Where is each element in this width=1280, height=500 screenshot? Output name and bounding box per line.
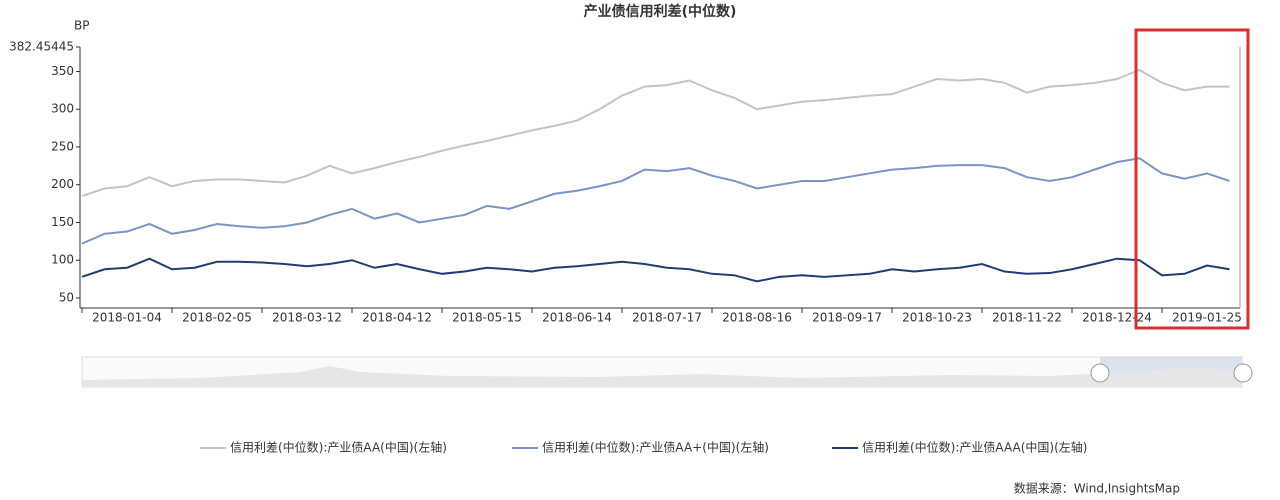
x-tick-label: 2018-04-12 <box>362 311 432 325</box>
data-zoom[interactable] <box>81 356 1253 388</box>
legend-label: 信用利差(中位数):产业债AA+(中国)(左轴) <box>542 440 769 455</box>
highlight-box <box>1134 28 1250 330</box>
zoom-handle[interactable] <box>1090 363 1110 383</box>
y-tick-label: 350 <box>51 64 74 78</box>
x-tick-label: 2018-09-17 <box>812 311 882 325</box>
x-tick-label: 2018-06-14 <box>542 311 612 325</box>
y-axis-label: BP <box>74 19 89 33</box>
legend-label: 信用利差(中位数):产业债AAA(中国)(左轴) <box>862 440 1087 455</box>
x-tick-label: 2019-01-25 <box>1172 311 1242 325</box>
zoom-handle[interactable] <box>1233 363 1253 383</box>
series-line <box>81 257 1230 283</box>
x-tick-label: 2018-08-16 <box>722 311 792 325</box>
x-tick-label: 2018-07-17 <box>632 311 702 325</box>
x-tick-label: 2018-02-05 <box>182 311 252 325</box>
series-line <box>81 68 1230 198</box>
y-tick-label: 382.45445 <box>9 40 74 54</box>
legend: 信用利差(中位数):产业债AA(中国)(左轴) 信用利差(中位数):产业债AA+(… <box>200 440 1087 455</box>
y-tick-label: 50 <box>59 290 74 304</box>
series-line <box>81 157 1230 245</box>
y-tick-label: 100 <box>51 253 74 267</box>
plot-area: 50 100 150 200 250 300 350 382.45445 2018-01-04 2… <box>9 40 1242 325</box>
y-tick-label: 200 <box>51 177 74 191</box>
y-tick-label: 300 <box>51 102 74 116</box>
source-note: 数据来源：Wind,InsightsMap <box>1014 481 1180 496</box>
x-tick-label: 2018-05-15 <box>452 311 522 325</box>
legend-label: 信用利差(中位数):产业债AA(中国)(左轴) <box>230 440 447 455</box>
x-tick-label: 2018-10-23 <box>902 311 972 325</box>
x-tick-label: 2018-01-04 <box>92 311 162 325</box>
y-tick-label: 250 <box>51 139 74 153</box>
x-tick-label: 2018-12-24 <box>1082 311 1152 325</box>
y-tick-label: 150 <box>51 215 74 229</box>
x-tick-label: 2018-11-22 <box>992 311 1062 325</box>
x-tick-label: 2018-03-12 <box>272 311 342 325</box>
zoom-preview <box>82 366 1242 387</box>
chart-title: 产业债信用利差(中位数) <box>584 3 737 20</box>
